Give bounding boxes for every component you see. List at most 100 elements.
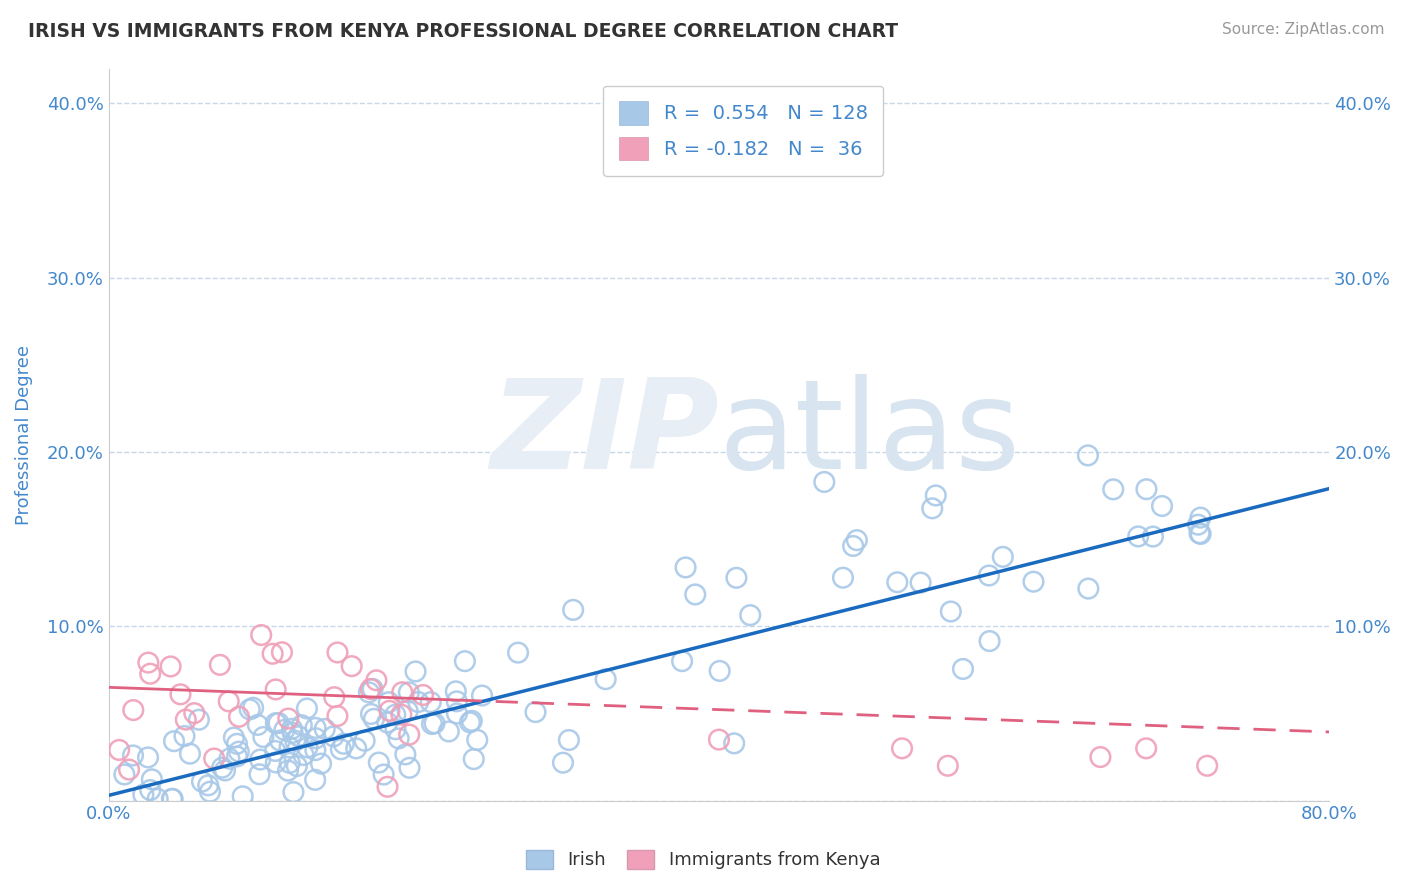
Point: [183, 706, 205, 720]
Point: [239, 702, 262, 716]
Point: [366, 673, 388, 688]
Point: [384, 723, 406, 737]
Point: [384, 707, 406, 722]
Point: [1188, 526, 1211, 541]
Point: [304, 721, 326, 735]
Point: [304, 743, 326, 757]
Point: [292, 747, 315, 762]
Point: [1077, 582, 1099, 596]
Point: [1090, 750, 1112, 764]
Point: [378, 695, 401, 709]
Text: IRISH VS IMMIGRANTS FROM KENYA PROFESSIONAL DEGREE CORRELATION CHART: IRISH VS IMMIGRANTS FROM KENYA PROFESSIO…: [28, 22, 898, 41]
Point: [886, 575, 908, 590]
Point: [269, 733, 291, 747]
Point: [936, 758, 959, 772]
Point: [326, 645, 349, 659]
Point: [291, 718, 314, 732]
Point: [396, 704, 419, 718]
Point: [1022, 574, 1045, 589]
Point: [1077, 449, 1099, 463]
Point: [458, 715, 481, 730]
Point: [323, 690, 346, 705]
Point: [344, 741, 367, 756]
Point: [939, 605, 962, 619]
Point: [249, 767, 271, 781]
Point: [454, 654, 477, 668]
Point: [398, 761, 420, 775]
Point: [360, 681, 382, 696]
Point: [1150, 499, 1173, 513]
Point: [305, 731, 328, 746]
Point: [249, 753, 271, 767]
Point: [389, 707, 412, 722]
Point: [304, 772, 326, 787]
Point: [723, 736, 745, 750]
Point: [1135, 482, 1157, 496]
Point: [977, 568, 1000, 582]
Point: [285, 759, 308, 773]
Point: [141, 772, 163, 787]
Point: [281, 726, 304, 740]
Point: [198, 785, 221, 799]
Point: [845, 533, 868, 548]
Point: [891, 741, 914, 756]
Point: [146, 792, 169, 806]
Point: [278, 756, 301, 770]
Point: [122, 748, 145, 763]
Point: [252, 730, 274, 744]
Point: [375, 715, 398, 730]
Point: [242, 700, 264, 714]
Point: [357, 685, 380, 699]
Point: [398, 685, 420, 699]
Point: [264, 744, 287, 758]
Point: [250, 628, 273, 642]
Point: [405, 665, 427, 679]
Point: [412, 688, 434, 702]
Point: [173, 729, 195, 743]
Point: [1187, 517, 1209, 532]
Point: [246, 718, 269, 732]
Point: [226, 749, 249, 764]
Point: [297, 740, 319, 755]
Point: [373, 767, 395, 781]
Point: [284, 733, 307, 747]
Point: [378, 704, 401, 718]
Point: [419, 695, 441, 709]
Point: [218, 752, 240, 766]
Point: [979, 634, 1001, 648]
Point: [281, 722, 304, 736]
Point: [361, 681, 384, 696]
Point: [1189, 510, 1212, 524]
Point: [461, 714, 484, 728]
Point: [1128, 529, 1150, 543]
Point: [214, 764, 236, 778]
Point: [562, 603, 585, 617]
Point: [271, 645, 294, 659]
Point: [506, 646, 529, 660]
Point: [295, 701, 318, 715]
Point: [264, 716, 287, 731]
Point: [309, 756, 332, 771]
Point: [406, 695, 429, 709]
Point: [262, 647, 284, 661]
Point: [709, 664, 731, 678]
Point: [921, 501, 943, 516]
Point: [191, 774, 214, 789]
Point: [394, 747, 416, 762]
Point: [108, 743, 131, 757]
Point: [740, 608, 762, 623]
Point: [139, 783, 162, 797]
Point: [1142, 530, 1164, 544]
Point: [277, 712, 299, 726]
Point: [218, 694, 240, 708]
Point: [283, 785, 305, 799]
Point: [228, 710, 250, 724]
Point: [159, 659, 181, 673]
Point: [136, 750, 159, 764]
Point: [465, 732, 488, 747]
Point: [118, 763, 141, 777]
Point: [222, 731, 245, 745]
Point: [423, 716, 446, 731]
Point: [314, 722, 336, 736]
Point: [551, 756, 574, 770]
